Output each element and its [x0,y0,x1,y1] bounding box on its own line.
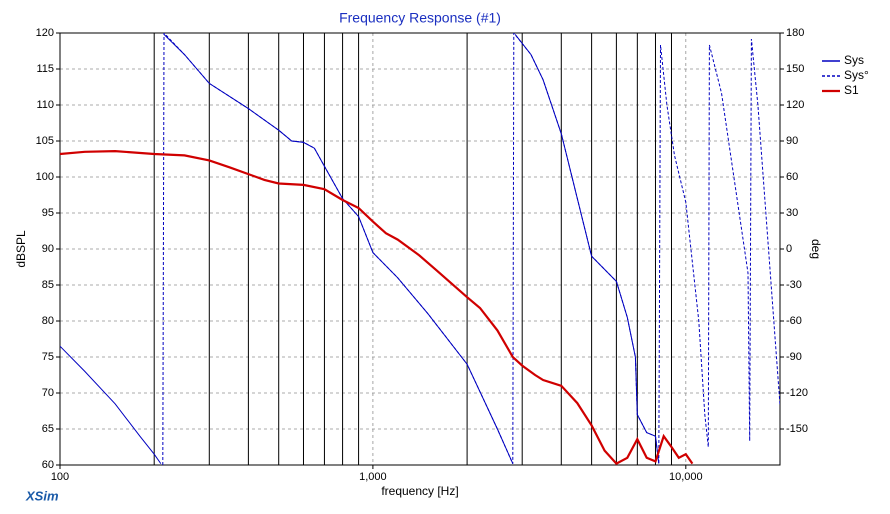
y-tick-label: 60 [42,459,54,471]
y-axis-label: dBSPL [14,230,28,268]
y-tick-label: 105 [36,135,54,147]
series-line [60,149,694,465]
y2-tick-label: 90 [786,135,798,147]
y-tick-label: 65 [42,423,54,435]
series-line [162,33,780,465]
y2-tick-label: 120 [786,99,804,111]
y-tick-label: 115 [36,63,54,75]
y2-tick-label: 150 [786,63,804,75]
y-tick-label: 100 [36,171,54,183]
y-tick-label: 70 [42,387,54,399]
y2-tick-label: -90 [786,351,802,363]
y2-tick-label: -120 [786,387,808,399]
x-axis-label: frequency [Hz] [381,484,458,498]
x-tick-label: 100 [51,471,69,483]
y2-tick-label: 30 [786,207,798,219]
y2-axis-label: deg [809,239,823,259]
y-tick-label: 110 [36,99,54,111]
y2-tick-label: -60 [786,315,802,327]
chart-title: Frequency Response (#1) [339,10,501,26]
legend-label: S1 [844,83,859,97]
y-tick-label: 120 [36,27,54,39]
y2-tick-label: 0 [786,243,792,255]
y-tick-label: 75 [42,351,54,363]
y-tick-label: 85 [42,279,54,291]
y-tick-label: 80 [42,315,54,327]
x-tick-label: 1,000 [359,471,387,483]
y-tick-label: 95 [42,207,54,219]
plot-layer: 60 65 70 75 80 85 90 95 100 105 110 115 120 -150 -120 -… [36,27,869,483]
legend-label: Sys° [844,68,869,82]
y2-tick-label: -30 [786,279,802,291]
series-layer [60,33,780,465]
y-tick-label: 90 [42,243,54,255]
y2-tick-label: 180 [786,27,804,39]
y2-tick-label: 60 [786,171,798,183]
legend-label: Sys [844,53,864,67]
x-tick-label: 10,000 [669,471,703,483]
y2-tick-label: -150 [786,423,808,435]
brand: XSim [25,488,59,503]
